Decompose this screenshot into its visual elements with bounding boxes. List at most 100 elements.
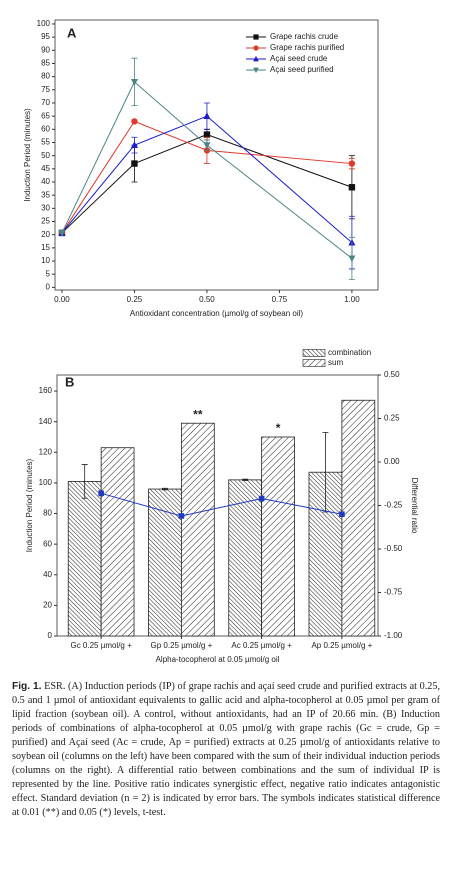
y-axis-label: Induction Period (minutes)	[25, 458, 34, 552]
marker	[203, 142, 211, 149]
error-bar	[242, 478, 249, 482]
y-tick-label: 90	[41, 45, 50, 54]
marker	[348, 255, 356, 263]
legend-label: Açai seed purified	[270, 65, 334, 74]
x-tick-label: Gc 0.25 µmol/g +	[70, 641, 132, 650]
bar	[100, 447, 135, 637]
legend-swatch	[302, 359, 326, 367]
y-tick-label: 100	[37, 19, 51, 28]
marker	[253, 67, 259, 74]
x-axis-label: Alpha-tocopherol at 0.05 µmol/g oil	[156, 655, 280, 664]
panel-label: A	[67, 25, 77, 40]
y2-tick-label: -0.50	[384, 544, 403, 553]
y-tick-label: 70	[41, 98, 50, 107]
y-tick-label: 10	[41, 256, 50, 265]
x-tick-label: Ap 0.25 µmol/g +	[311, 641, 372, 650]
y-tick-label: 65	[41, 111, 50, 120]
marker	[339, 511, 345, 517]
legend-swatch	[302, 349, 326, 357]
marker	[130, 79, 138, 86]
panel-label: B	[65, 374, 74, 389]
y-tick-label: 160	[39, 386, 53, 395]
series-line	[61, 81, 353, 259]
y-tick-label: 40	[41, 177, 50, 186]
y-tick-label: 60	[43, 539, 52, 548]
error-bar	[161, 487, 168, 491]
y-tick-label: 95	[41, 32, 50, 41]
legend-label: Grape rachis purified	[270, 43, 344, 52]
y-tick-label: 35	[41, 190, 50, 199]
plot-frame	[54, 19, 379, 291]
marker	[253, 45, 259, 51]
x-tick-label: 0.25	[127, 295, 143, 304]
y-tick-label: 120	[39, 447, 53, 456]
series-line	[61, 134, 353, 234]
y2-tick-label: 0.25	[384, 414, 400, 423]
bar	[341, 399, 376, 637]
legend-label: Açai seed crude	[270, 54, 328, 63]
y-tick-label: 25	[41, 217, 50, 226]
x-tick-label: 1.00	[344, 295, 360, 304]
series-line	[101, 492, 342, 517]
x-tick-label: 0.50	[199, 295, 215, 304]
y-tick-label: 20	[43, 600, 52, 609]
y-tick-label: 100	[39, 478, 53, 487]
y2-tick-label: -1.00	[384, 631, 403, 640]
marker	[98, 490, 104, 497]
marker	[203, 131, 211, 138]
caption-text: ESR. (A) Induction periods (IP) of grape…	[12, 681, 440, 818]
figure: 0 5 10 15 20 25 30 35 40 45 50 55 60 65 70 75 80 85 90 95 10…	[23, 19, 419, 664]
annotation: *	[276, 421, 281, 435]
marker	[348, 160, 356, 167]
y2-axis-label: Differential ratio	[410, 478, 419, 534]
y-tick-label: 5	[46, 269, 51, 278]
y-tick-label: 40	[43, 570, 52, 579]
marker	[203, 112, 211, 120]
marker	[131, 118, 138, 125]
y-tick-label: 85	[41, 59, 50, 68]
x-tick-label: 0.75	[272, 295, 288, 304]
y-tick-label: 30	[41, 203, 50, 212]
marker	[58, 230, 66, 237]
caption: Fig. 1. ESR. (A) Induction periods (IP) …	[12, 680, 440, 820]
legend-label: sum	[328, 358, 343, 367]
y-tick-label: 75	[41, 85, 50, 94]
error-bar	[81, 464, 88, 499]
y-tick-label: 20	[41, 230, 50, 239]
caption-label: Fig. 1.	[12, 681, 42, 692]
y-tick-label: 80	[41, 72, 50, 81]
y2-tick-label: -0.25	[384, 501, 403, 510]
y-tick-label: 0	[48, 631, 53, 640]
marker	[348, 184, 356, 191]
y-tick-label: 60	[41, 124, 50, 133]
marker	[258, 495, 265, 502]
x-axis-label: Antioxidant concentration (µmol/g of soy…	[130, 309, 303, 318]
marker	[253, 34, 259, 40]
y-tick-label: 80	[43, 509, 52, 518]
x-tick-label: Ac 0.25 µmol/g +	[231, 641, 292, 650]
bar	[261, 436, 295, 637]
series-line	[61, 120, 352, 234]
bar	[180, 422, 215, 637]
y-tick-label: 140	[39, 417, 53, 426]
x-tick-label: 0.00	[54, 295, 70, 304]
bar	[228, 479, 263, 637]
error-bar	[322, 432, 329, 513]
y-tick-label: 50	[41, 151, 50, 160]
y-axis-label: Induction Period (minutes)	[23, 108, 32, 202]
y2-tick-label: -0.75	[384, 588, 403, 597]
y2-tick-label: 0.50	[384, 370, 400, 379]
series-line	[61, 115, 353, 243]
y-tick-label: 55	[41, 138, 50, 147]
bar	[148, 488, 182, 637]
marker	[178, 513, 185, 519]
y-tick-label: 15	[41, 243, 50, 252]
y-tick-label: 0	[46, 282, 51, 291]
y-tick-label: 45	[41, 164, 50, 173]
legend-label: combination	[328, 348, 371, 357]
y2-tick-label: 0.00	[384, 457, 400, 466]
bar	[67, 480, 102, 637]
marker	[253, 55, 259, 62]
annotation: **	[193, 407, 203, 421]
marker	[131, 160, 138, 167]
